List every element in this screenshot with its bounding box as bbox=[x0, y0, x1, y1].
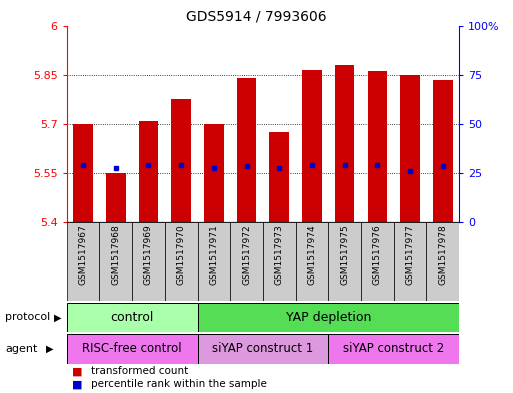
Text: ▶: ▶ bbox=[46, 344, 54, 354]
Text: GSM1517970: GSM1517970 bbox=[176, 224, 186, 285]
Text: GSM1517978: GSM1517978 bbox=[438, 224, 447, 285]
Bar bbox=[335, 65, 354, 222]
Text: siYAP construct 1: siYAP construct 1 bbox=[212, 342, 313, 355]
Bar bbox=[198, 303, 459, 332]
Bar bbox=[100, 222, 132, 301]
Text: GSM1517977: GSM1517977 bbox=[406, 224, 415, 285]
Text: protocol: protocol bbox=[5, 312, 50, 322]
Text: GSM1517971: GSM1517971 bbox=[209, 224, 219, 285]
Text: siYAP construct 2: siYAP construct 2 bbox=[343, 342, 444, 355]
Text: GSM1517976: GSM1517976 bbox=[373, 224, 382, 285]
Text: transformed count: transformed count bbox=[91, 366, 189, 376]
Bar bbox=[269, 132, 289, 222]
Text: GSM1517967: GSM1517967 bbox=[78, 224, 88, 285]
Bar bbox=[73, 124, 93, 222]
Text: GSM1517973: GSM1517973 bbox=[275, 224, 284, 285]
Text: ▶: ▶ bbox=[54, 312, 62, 322]
Bar bbox=[171, 99, 191, 222]
Bar bbox=[67, 334, 198, 364]
Bar bbox=[367, 72, 387, 222]
Text: YAP depletion: YAP depletion bbox=[286, 311, 371, 324]
Bar bbox=[67, 303, 198, 332]
Bar bbox=[106, 173, 126, 222]
Text: GSM1517972: GSM1517972 bbox=[242, 224, 251, 285]
Bar bbox=[426, 222, 459, 301]
Bar bbox=[198, 334, 328, 364]
Bar bbox=[139, 121, 158, 222]
Text: RISC-free control: RISC-free control bbox=[82, 342, 182, 355]
Text: GSM1517969: GSM1517969 bbox=[144, 224, 153, 285]
Bar bbox=[328, 222, 361, 301]
Bar bbox=[295, 222, 328, 301]
Text: control: control bbox=[110, 311, 154, 324]
Text: ■: ■ bbox=[72, 366, 82, 376]
Bar bbox=[302, 70, 322, 222]
Bar bbox=[236, 78, 256, 222]
Bar bbox=[433, 80, 452, 222]
Bar bbox=[132, 222, 165, 301]
Bar bbox=[230, 222, 263, 301]
Text: GDS5914 / 7993606: GDS5914 / 7993606 bbox=[186, 10, 327, 24]
Text: ■: ■ bbox=[72, 379, 82, 389]
Bar bbox=[394, 222, 426, 301]
Bar bbox=[361, 222, 394, 301]
Bar bbox=[328, 334, 459, 364]
Text: percentile rank within the sample: percentile rank within the sample bbox=[91, 379, 267, 389]
Bar bbox=[400, 75, 420, 222]
Bar bbox=[165, 222, 198, 301]
Text: GSM1517968: GSM1517968 bbox=[111, 224, 120, 285]
Bar bbox=[198, 222, 230, 301]
Bar bbox=[263, 222, 295, 301]
Bar bbox=[67, 222, 100, 301]
Text: GSM1517975: GSM1517975 bbox=[340, 224, 349, 285]
Bar bbox=[204, 124, 224, 222]
Text: GSM1517974: GSM1517974 bbox=[307, 224, 317, 285]
Text: agent: agent bbox=[5, 344, 37, 354]
